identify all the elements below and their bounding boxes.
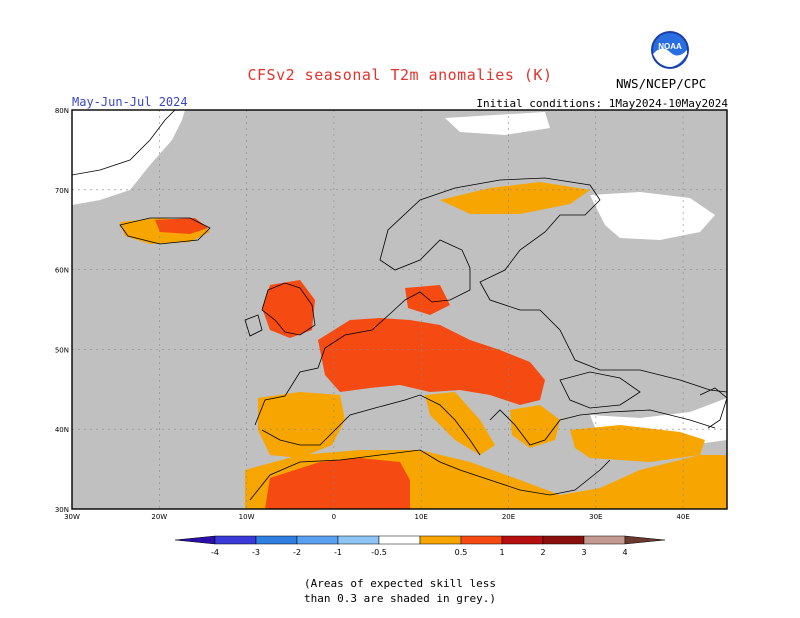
- skill-note-line1: (Areas of expected skill less: [303, 577, 497, 590]
- coast-iceland: [119, 217, 211, 245]
- colorbar-label: 0.5: [455, 548, 468, 557]
- colorbar-label: -2: [293, 548, 301, 557]
- colorbar-segment: [501, 535, 544, 545]
- coast-mediterranean: [261, 394, 716, 456]
- logo-lettering: NOAA: [658, 42, 682, 51]
- coastlines: [72, 110, 727, 501]
- colorbar-label: 4: [622, 548, 627, 557]
- colorbar-segment: [460, 535, 503, 545]
- skill-note-line2: than 0.3 are shaded in grey.): [303, 592, 497, 605]
- white-zone-norway-cap: [445, 112, 550, 135]
- colorbar-arrow-right: [624, 535, 666, 545]
- colorbar-label: -3: [252, 548, 260, 557]
- lon-label: 10W: [239, 513, 255, 521]
- coast-greenland: [72, 110, 176, 176]
- coast-caspian: [699, 387, 727, 429]
- lat-label: 50N: [55, 346, 69, 354]
- lat-label: 30N: [55, 506, 69, 514]
- lat-labels: 80N 70N 60N 50N 40N 30N: [55, 107, 69, 514]
- colorbar-label: -1: [334, 548, 342, 557]
- lon-label: 0: [332, 513, 336, 521]
- colorbar-label: -4: [211, 548, 219, 557]
- colorbar-label: 2: [540, 548, 545, 557]
- forecast-period: May-Jun-Jul 2024: [72, 95, 188, 109]
- colorbar-segment: [419, 535, 462, 545]
- white-zone-barents: [590, 192, 715, 240]
- colorbar-segment: [337, 535, 380, 545]
- chart-title: CFSv2 seasonal T2m anomalies (K): [247, 66, 553, 84]
- initial-conditions: Initial conditions: 1May2024-10May2024: [476, 97, 728, 110]
- coast-british-isles: [244, 282, 316, 337]
- colorbar-segment: [214, 535, 257, 545]
- red-zone-british-isles: [262, 280, 315, 338]
- colorbar-label: -0.5: [371, 548, 387, 557]
- skill-note: (Areas of expected skill less than 0.3 a…: [0, 576, 800, 606]
- colorbar-label: 1: [499, 548, 504, 557]
- colorbar-segment: [583, 535, 626, 545]
- lon-label: 30E: [589, 513, 602, 521]
- colorbar-segment: [378, 535, 421, 545]
- lat-label: 80N: [55, 107, 69, 115]
- colorbar-label: 3: [581, 548, 586, 557]
- coast-black-sea: [559, 371, 641, 409]
- red-zone-sahara: [265, 458, 410, 509]
- colorbar-segment: [255, 535, 298, 545]
- lon-label: 20E: [502, 513, 515, 521]
- lon-labels: 30W 20W 10W 0 10E 20E 30E 40E: [64, 513, 690, 521]
- lon-label: 20W: [151, 513, 167, 521]
- orange-zone-turkey: [570, 425, 705, 462]
- red-zone-denmark: [405, 285, 450, 315]
- lon-label: 40E: [676, 513, 689, 521]
- colorbar-segment: [296, 535, 339, 545]
- lat-label: 60N: [55, 267, 69, 275]
- colorbar: -4 -3 -2 -1 -0.5 0.5 1 2 3 4: [174, 535, 666, 557]
- colorbar-segment: [542, 535, 585, 545]
- lat-label: 70N: [55, 187, 69, 195]
- noaa-logo-icon: NOAA: [651, 31, 689, 69]
- grid-and-coast: [72, 110, 727, 509]
- red-zone-iceland: [155, 218, 208, 234]
- agency-label: NWS/NCEP/CPC: [616, 76, 707, 91]
- red-zone-central-europe: [318, 318, 545, 405]
- coast-europe: [254, 177, 727, 426]
- lat-label: 40N: [55, 426, 69, 434]
- colorbar-arrow-left: [174, 535, 216, 545]
- coast-africa: [249, 449, 611, 501]
- white-zone-greenland: [72, 110, 185, 205]
- map-border: [71, 109, 728, 510]
- lon-label: 10E: [415, 513, 428, 521]
- lon-label: 30W: [64, 513, 80, 521]
